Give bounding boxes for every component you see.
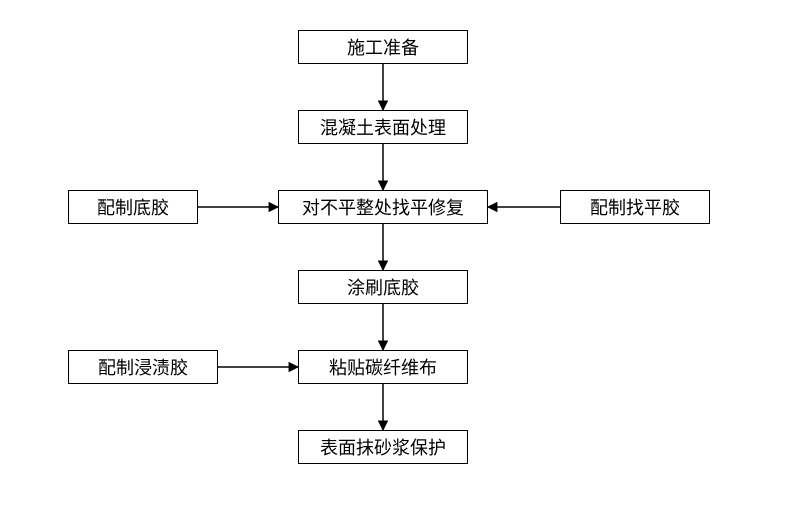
flowchart-node-n4: 配制底胶 [68, 190, 198, 224]
flowchart-node-n7: 配制浸渍胶 [68, 350, 218, 384]
flowchart-node-n3: 对不平整处找平修复 [278, 190, 488, 224]
flowchart-node-n5: 配制找平胶 [560, 190, 710, 224]
flowchart-node-n6: 涂刷底胶 [298, 270, 468, 304]
flowchart-node-n8: 粘贴碳纤维布 [298, 350, 468, 384]
flowchart-node-n2: 混凝土表面处理 [298, 110, 468, 144]
flowchart-node-n1: 施工准备 [298, 30, 468, 64]
flowchart-node-n9: 表面抹砂浆保护 [298, 430, 468, 464]
